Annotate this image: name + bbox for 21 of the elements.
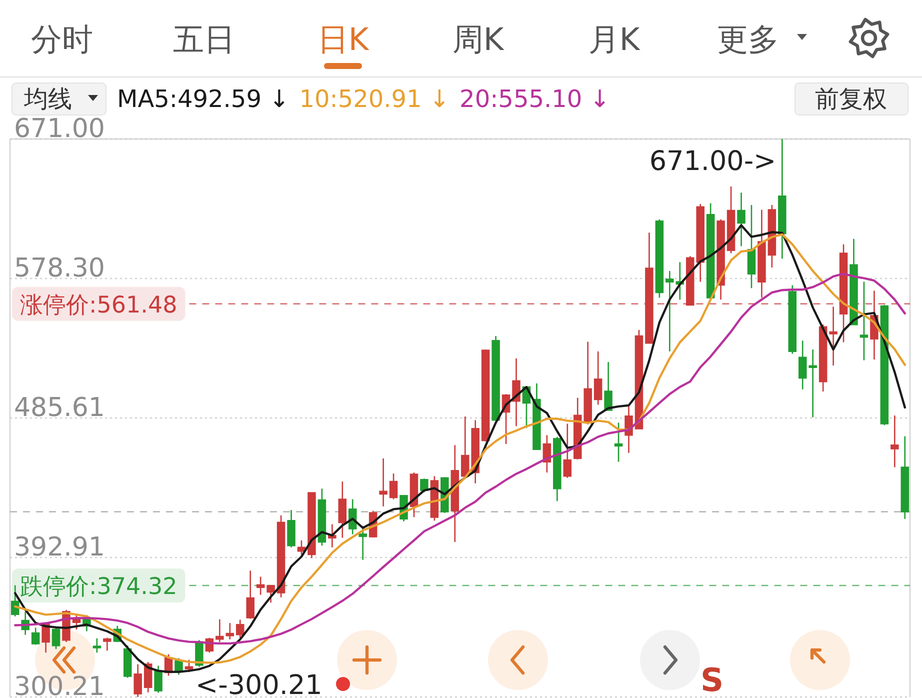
tab-label-active: 日K	[317, 22, 369, 58]
legend-item: 10:520.91 ↓	[299, 85, 450, 113]
legend-item: MA5:492.59 ↓	[117, 85, 290, 113]
y-tick-label: 392.91	[14, 532, 105, 562]
y-tick-label: 671.00	[14, 114, 105, 144]
tab-label: 更多	[717, 22, 779, 58]
y-tick-label: 578.30	[14, 254, 105, 284]
annotation: 671.00->	[649, 146, 776, 177]
tab-label: 分时	[31, 22, 93, 58]
tab-label: 五日	[173, 22, 235, 58]
button-label: 均线	[24, 85, 72, 113]
annotation: <-300.21	[196, 670, 322, 698]
ref-label: 跌停价:374.32	[20, 574, 178, 600]
tab-label: 周K	[452, 22, 504, 58]
ref-label: 涨停价:561.48	[20, 292, 178, 318]
button-label: 前复权	[815, 85, 887, 113]
legend-item: 20:555.10 ↓	[460, 85, 610, 113]
marker-label: S	[700, 661, 724, 698]
tab-label: 月K	[588, 22, 640, 58]
y-tick-label: 485.61	[14, 393, 105, 423]
y-tick-label: 300.21	[14, 672, 105, 698]
